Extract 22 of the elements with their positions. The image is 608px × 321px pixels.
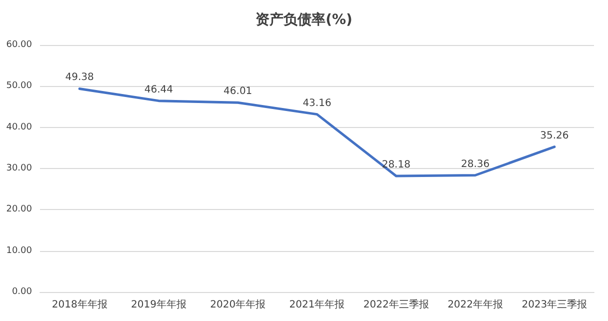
- data-label: 35.26: [540, 130, 569, 142]
- data-label: 46.01: [224, 86, 252, 98]
- x-tick-label: 2023年三季报: [522, 298, 588, 310]
- x-tick-label: 2022年三季报: [363, 298, 429, 310]
- y-tick-label: 40.00: [6, 122, 32, 132]
- data-label: 46.44: [144, 84, 174, 96]
- x-tick-label: 2020年年报: [210, 298, 266, 310]
- y-tick-label: 50.00: [6, 81, 32, 92]
- chart-title: 资产负债率(%): [256, 11, 352, 28]
- y-tick-label: 10.00: [6, 246, 32, 256]
- x-tick-label: 2019年年报: [130, 298, 186, 310]
- y-tick-label: 30.00: [6, 164, 32, 174]
- data-label: 49.38: [65, 72, 94, 84]
- data-label: 43.16: [302, 98, 332, 109]
- data-label: 28.36: [460, 158, 490, 170]
- x-tick-label: 2022年年报: [448, 298, 504, 310]
- y-tick-label: 0.00: [12, 287, 32, 297]
- x-tick-label: 2021年年报: [289, 298, 345, 310]
- y-tick-label: 60.00: [6, 40, 32, 50]
- data-label: 28.18: [382, 159, 410, 170]
- y-tick-label: 20.00: [6, 204, 32, 215]
- x-tick-label: 2018年年报: [52, 298, 108, 310]
